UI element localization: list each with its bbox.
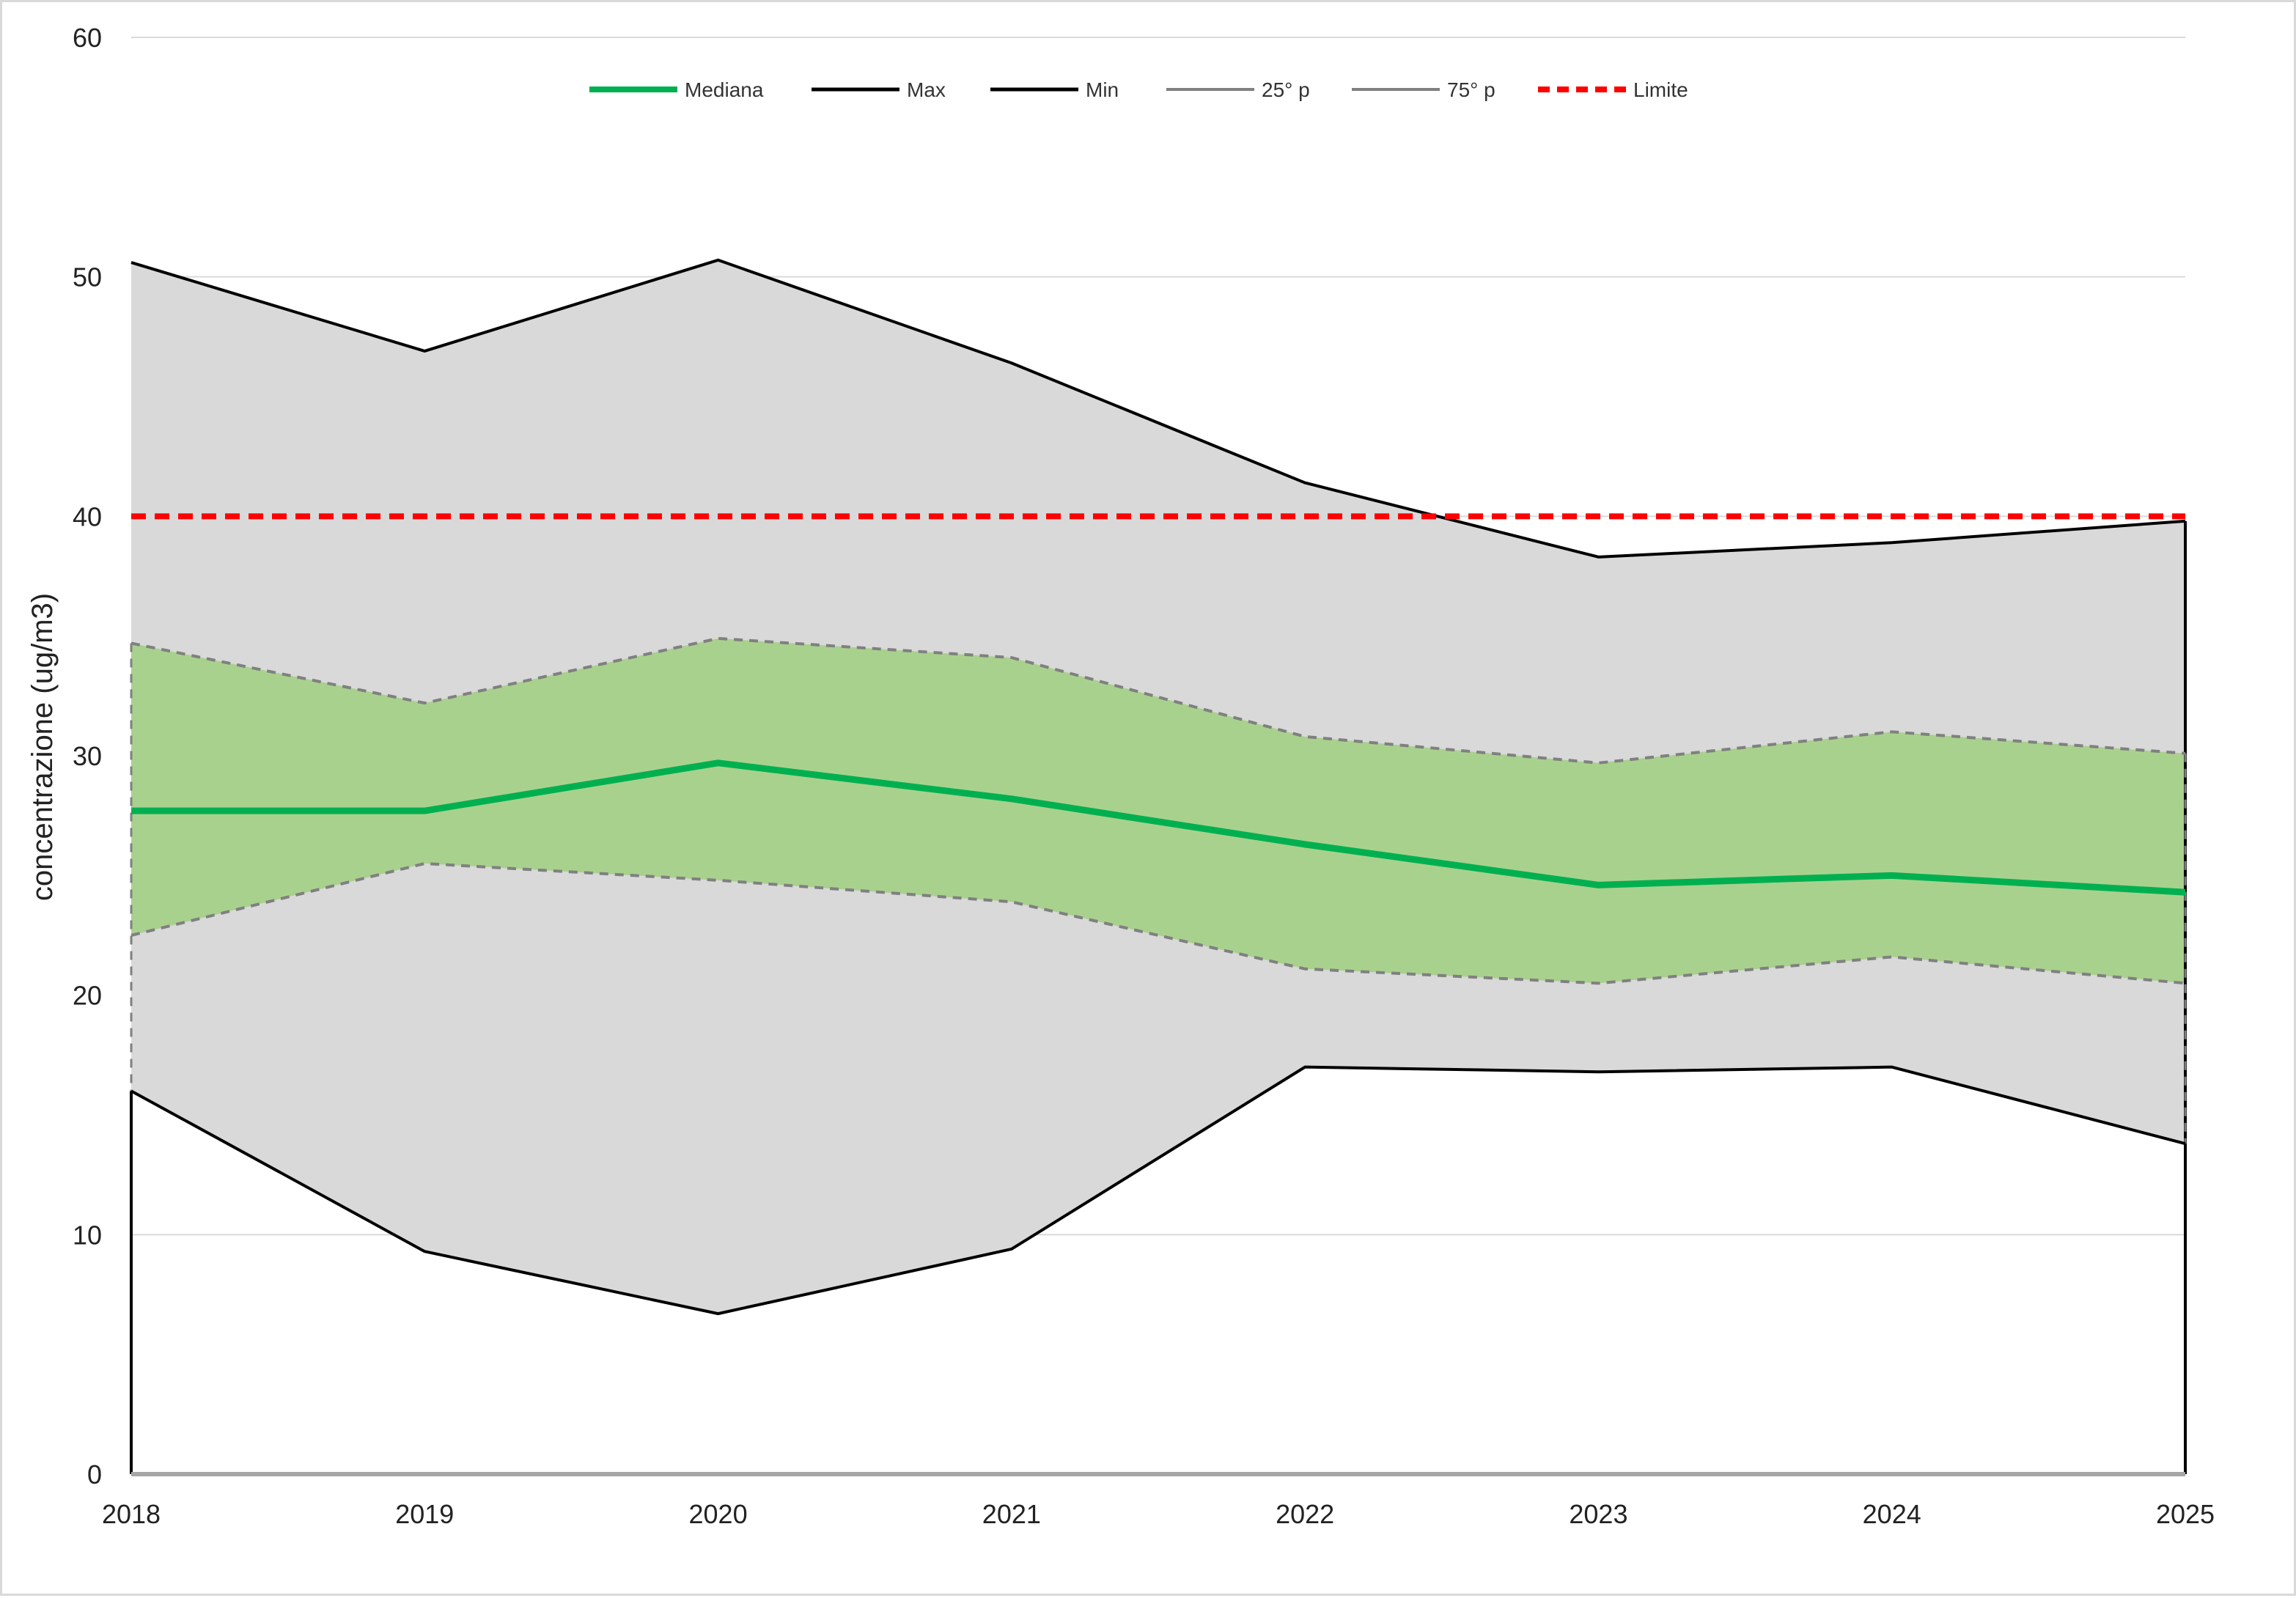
- legend-label-mediana: Mediana: [685, 78, 764, 101]
- x-tick-label: 2022: [1276, 1499, 1334, 1529]
- y-tick-label: 10: [73, 1220, 102, 1250]
- area-bands: [131, 259, 2185, 1314]
- band-p25-p75: [131, 638, 2185, 984]
- x-tick-label: 2023: [1569, 1499, 1627, 1529]
- x-tick-label: 2024: [1863, 1499, 1921, 1529]
- legend-label-limite: Limite: [1633, 78, 1688, 101]
- y-tick-label: 30: [73, 741, 102, 771]
- axes: 0 10 20 30 40 50 60 2018 2019 2020 2021 2022 2023 202…: [73, 23, 2215, 1529]
- x-tick-label: 2021: [982, 1499, 1041, 1529]
- legend: Mediana Max Min 25° p 75° p Limite: [589, 78, 1688, 101]
- series-line-max: [130, 258, 2186, 559]
- x-tick-label: 2025: [2156, 1499, 2215, 1529]
- series-line-min: [130, 1065, 2186, 1316]
- series-lines: [130, 258, 2187, 1474]
- x-tick-label: 2018: [102, 1499, 161, 1529]
- legend-label-max: Max: [907, 78, 946, 101]
- y-tick-label: 50: [73, 262, 102, 292]
- y-axis-label: concentrazione (ug/m3): [26, 593, 59, 901]
- series-line-mediana: [131, 759, 2186, 896]
- y-tick-label: 0: [87, 1459, 102, 1490]
- legend-label-p25: 25° p: [1262, 78, 1310, 101]
- y-tick-label: 20: [73, 981, 102, 1011]
- y-tick-label: 40: [73, 501, 102, 531]
- series-line-p25: [130, 861, 2186, 985]
- x-tick-label: 2020: [689, 1499, 748, 1529]
- legend-label-min: Min: [1086, 78, 1119, 101]
- x-tick-label: 2019: [395, 1499, 454, 1529]
- y-tick-label: 60: [73, 23, 102, 53]
- legend-label-p75: 75° p: [1447, 78, 1495, 101]
